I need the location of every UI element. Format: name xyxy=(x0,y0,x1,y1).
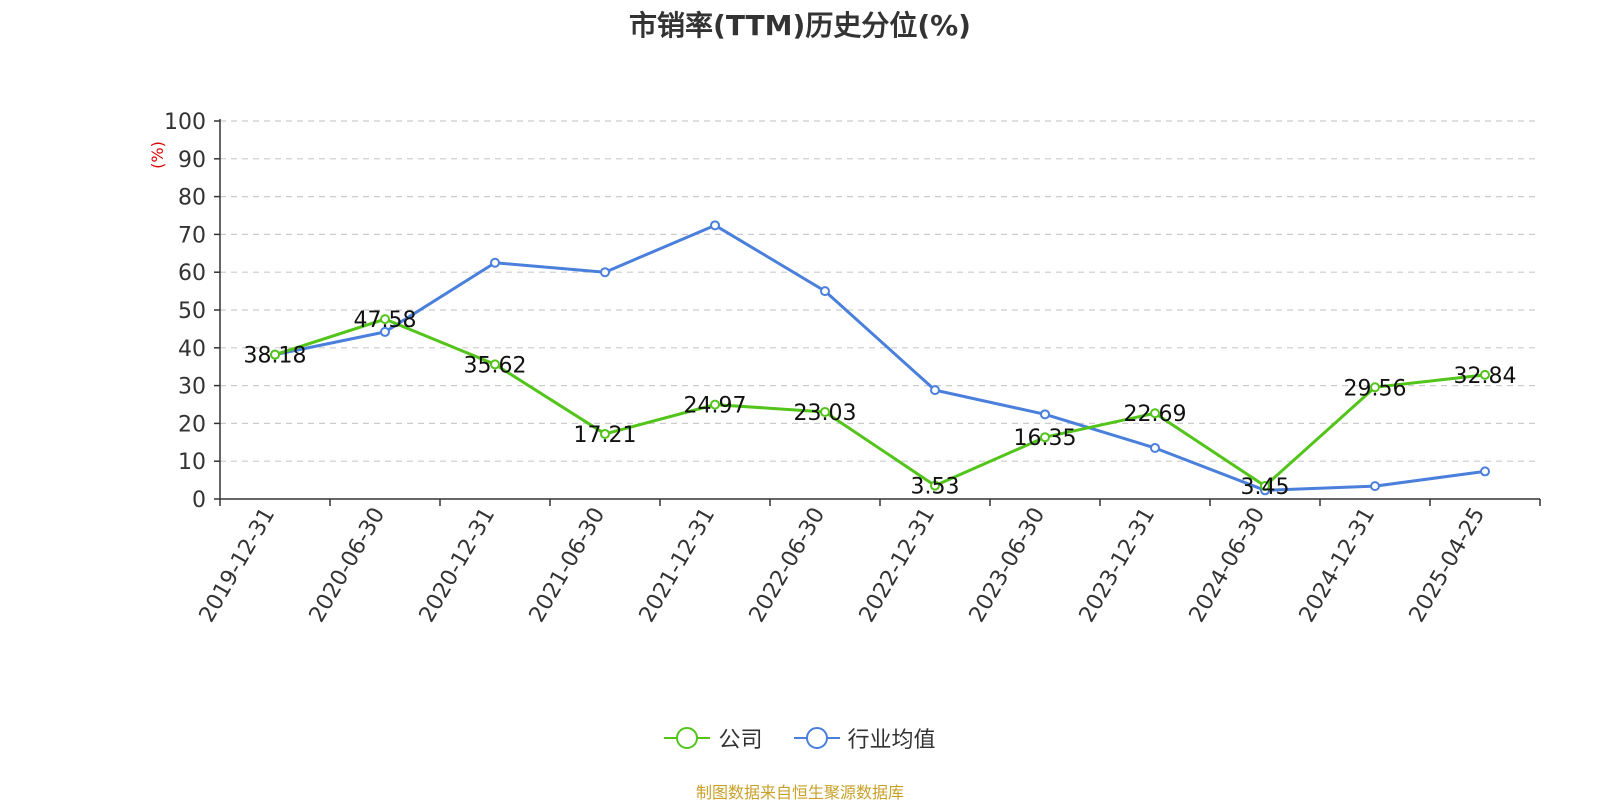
x-tick-label: 2023-12-31 xyxy=(1075,504,1161,627)
data-label: 47.58 xyxy=(354,308,417,333)
data-point xyxy=(930,385,940,396)
series-line-1 xyxy=(274,223,1486,492)
x-tick-label: 2020-12-31 xyxy=(415,504,501,627)
x-tick-label: 2020-06-30 xyxy=(305,504,391,627)
data-label: 3.53 xyxy=(911,475,960,500)
data-point xyxy=(930,480,940,491)
data-label: 3.45 xyxy=(1241,475,1290,500)
data-point xyxy=(710,399,720,410)
y-tick-label: 40 xyxy=(178,337,206,362)
data-point xyxy=(600,267,610,278)
data-point xyxy=(1150,408,1160,419)
data-point xyxy=(490,359,500,370)
x-tick-label: 2024-12-31 xyxy=(1295,504,1381,627)
legend-item-industry-average[interactable]: 行业均值 xyxy=(793,722,936,754)
data-point xyxy=(380,326,390,337)
grid-lines xyxy=(220,120,1540,462)
series-lines xyxy=(270,220,1490,496)
x-tick-label: 2021-12-31 xyxy=(635,504,721,627)
x-tick-label: 2023-06-30 xyxy=(965,504,1051,627)
y-tick-label: 90 xyxy=(178,148,206,173)
y-tick-label: 50 xyxy=(178,299,206,324)
data-point xyxy=(1260,480,1270,491)
data-point xyxy=(1480,466,1490,477)
x-tick-label: 2025-04-25 xyxy=(1405,504,1491,627)
data-label: 32.84 xyxy=(1454,364,1517,389)
data-labels: 38.18 47.58 35.62 17.21 24.97 23.03 3.53 16.35 2… xyxy=(244,308,1517,500)
legend-label-industry-average: 行业均值 xyxy=(847,728,936,753)
y-tick-label: 0 xyxy=(192,488,206,513)
y-tick-label: 10 xyxy=(178,450,206,475)
data-point xyxy=(380,314,390,325)
x-tick-label: 2022-06-30 xyxy=(745,504,831,627)
source-note: 制图数据来自恒生聚源数据库 xyxy=(695,783,904,802)
data-point xyxy=(820,286,830,297)
data-label: 16.35 xyxy=(1014,426,1077,451)
legend-item-company[interactable]: 公司 xyxy=(664,722,763,754)
y-tick-label: 20 xyxy=(178,412,206,437)
x-tick-label: 2021-06-30 xyxy=(525,504,611,627)
data-label: 23.03 xyxy=(794,401,857,426)
y-tick-label: 70 xyxy=(178,223,206,248)
x-tick-label: 2019-12-31 xyxy=(195,504,281,627)
data-label: 22.69 xyxy=(1124,402,1187,427)
data-point xyxy=(710,220,720,231)
series-line-0 xyxy=(274,317,1486,488)
x-tick-label: 2022-12-31 xyxy=(855,504,941,627)
data-point xyxy=(490,257,500,268)
axes: 0 10 20 30 40 50 60 70 80 90 100 (%) 2019-12-31 2020-… xyxy=(148,110,1541,627)
legend: 公司 行业均值 xyxy=(0,722,1600,757)
data-label: 29.56 xyxy=(1344,376,1407,401)
data-point xyxy=(1150,442,1160,453)
chart-title: 市销率(TTM)历史分位(%) xyxy=(629,9,971,42)
data-label: 24.97 xyxy=(684,394,747,419)
legend-swatch-industry-average xyxy=(793,725,840,751)
legend-swatch-company xyxy=(664,725,711,751)
y-tick-label: 80 xyxy=(178,186,206,211)
data-point xyxy=(1480,369,1490,380)
legend-label-company: 公司 xyxy=(718,728,763,753)
data-point xyxy=(600,428,610,439)
data-point xyxy=(1370,382,1380,393)
data-label: 38.18 xyxy=(244,344,307,369)
data-point xyxy=(1040,409,1050,420)
y-tick-label: 100 xyxy=(164,110,206,135)
data-point xyxy=(270,349,280,360)
data-point xyxy=(1040,432,1050,443)
y-axis-label: (%) xyxy=(148,141,167,169)
data-point xyxy=(820,406,830,417)
y-tick-label: 30 xyxy=(178,375,206,400)
data-point xyxy=(1370,481,1380,492)
data-label: 17.21 xyxy=(574,423,637,448)
data-label: 35.62 xyxy=(464,353,527,378)
x-tick-label: 2024-06-30 xyxy=(1185,504,1271,627)
y-tick-label: 60 xyxy=(178,261,206,286)
